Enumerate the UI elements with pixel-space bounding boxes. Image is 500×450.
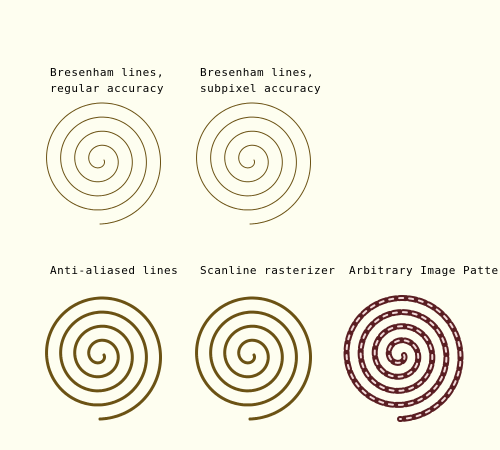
spiral-antialiased: [45, 296, 163, 421]
spiral-scanline: [195, 296, 313, 421]
spiral-path: [196, 102, 312, 225]
spiral-path: [45, 296, 163, 421]
panel-label-antialiased: Anti-aliased lines: [50, 264, 179, 277]
spiral-path: [46, 102, 162, 225]
panel-label-bresenham-regular: Bresenham lines, regular accuracy: [50, 66, 164, 95]
spiral-image-pattern: [343, 295, 464, 422]
chain-link-holes: [345, 297, 462, 420]
spiral-bresenham-subpixel: [196, 102, 312, 225]
panel-label-bresenham-subpixel: Bresenham lines, subpixel accuracy: [200, 66, 322, 95]
spiral-path: [195, 296, 313, 421]
panel-label-image-pattern: Arbitrary Image Pattern: [349, 264, 500, 277]
panel-label-scanline: Scanline rasterizer: [200, 264, 336, 277]
spiral-bresenham-regular: [46, 102, 162, 225]
